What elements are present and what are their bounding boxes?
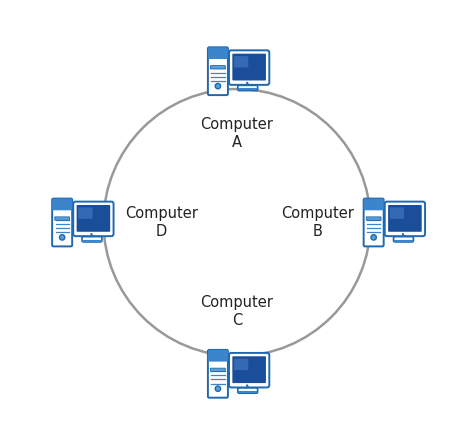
FancyBboxPatch shape	[365, 200, 383, 209]
Text: Computer
B: Computer B	[281, 206, 354, 239]
FancyBboxPatch shape	[238, 388, 258, 393]
FancyBboxPatch shape	[52, 198, 72, 247]
FancyBboxPatch shape	[366, 217, 381, 220]
FancyBboxPatch shape	[54, 200, 71, 209]
FancyBboxPatch shape	[390, 207, 404, 219]
FancyBboxPatch shape	[208, 350, 228, 362]
FancyBboxPatch shape	[234, 359, 248, 370]
FancyBboxPatch shape	[209, 49, 227, 58]
FancyBboxPatch shape	[232, 54, 266, 81]
FancyBboxPatch shape	[77, 205, 110, 232]
FancyBboxPatch shape	[208, 47, 228, 59]
FancyBboxPatch shape	[364, 198, 383, 210]
FancyBboxPatch shape	[232, 356, 266, 383]
FancyBboxPatch shape	[388, 205, 422, 232]
FancyBboxPatch shape	[234, 56, 248, 68]
Text: Computer
C: Computer C	[201, 295, 273, 328]
FancyBboxPatch shape	[385, 202, 425, 236]
Text: Computer
A: Computer A	[201, 117, 273, 150]
Circle shape	[59, 235, 65, 240]
FancyBboxPatch shape	[208, 350, 228, 398]
FancyBboxPatch shape	[364, 198, 383, 247]
FancyBboxPatch shape	[229, 50, 269, 85]
FancyBboxPatch shape	[209, 351, 227, 360]
Text: Computer
D: Computer D	[125, 206, 198, 239]
FancyBboxPatch shape	[208, 47, 228, 95]
FancyBboxPatch shape	[52, 198, 72, 210]
Circle shape	[215, 386, 220, 392]
FancyBboxPatch shape	[229, 353, 269, 388]
FancyBboxPatch shape	[393, 237, 413, 242]
FancyBboxPatch shape	[82, 237, 102, 242]
Circle shape	[371, 235, 376, 240]
Circle shape	[215, 83, 220, 89]
FancyBboxPatch shape	[238, 85, 258, 91]
FancyBboxPatch shape	[55, 217, 70, 220]
FancyBboxPatch shape	[210, 368, 225, 372]
FancyBboxPatch shape	[210, 65, 225, 69]
FancyBboxPatch shape	[73, 202, 114, 236]
FancyBboxPatch shape	[78, 207, 92, 219]
